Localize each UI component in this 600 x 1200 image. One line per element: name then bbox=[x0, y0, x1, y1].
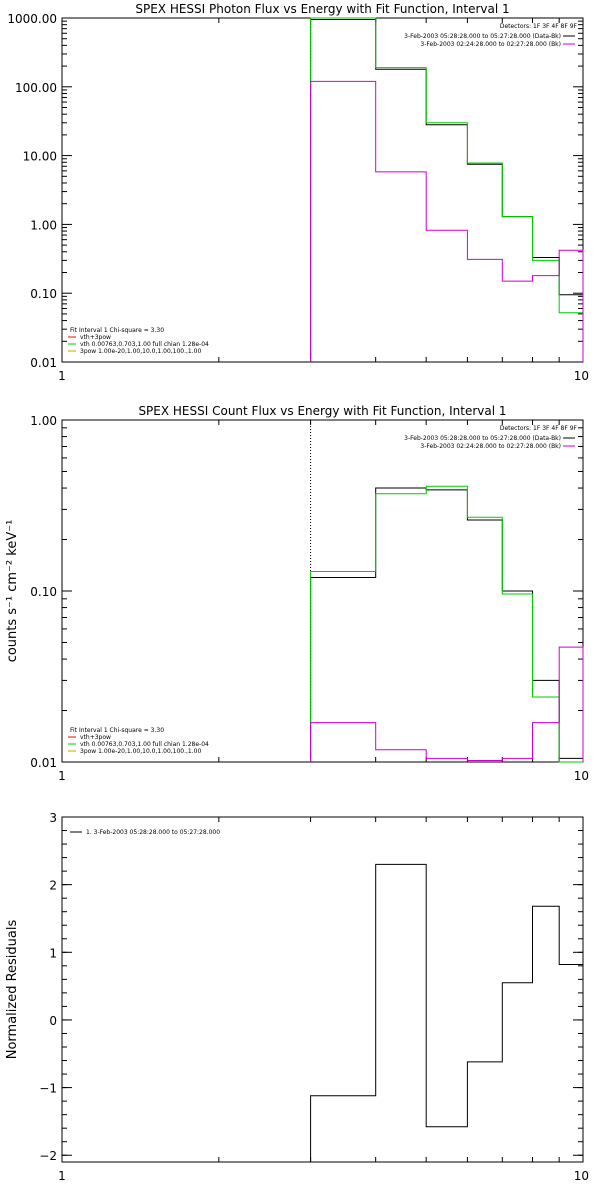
plot-frame bbox=[61, 816, 584, 1163]
legend-entry: vth+3pow bbox=[80, 334, 111, 341]
y-tick-label: 2 bbox=[49, 879, 57, 893]
legend-entry: 3-Feb-2003 05:28:28.000 to 05:27:28.000 … bbox=[404, 33, 561, 40]
series-step-line-3 bbox=[310, 80, 584, 362]
y-tick-label: −1 bbox=[39, 1082, 57, 1096]
y-tick-label: 0.01 bbox=[30, 756, 57, 770]
y-tick-label: 1.00 bbox=[30, 218, 57, 232]
y-tick-label: 3 bbox=[49, 811, 57, 825]
y-axis-label: counts s⁻¹ cm⁻² keV⁻¹ bbox=[5, 520, 20, 663]
chart-title: SPEX HESSI Photon Flux vs Energy with Fi… bbox=[135, 2, 509, 16]
y-tick-label: 0 bbox=[49, 1014, 57, 1028]
chart-title: SPEX HESSI Count Flux vs Energy with Fit… bbox=[138, 404, 506, 418]
chart-panel-2: SPEX HESSI Count Flux vs Energy with Fit… bbox=[5, 404, 589, 783]
detectors-label: Detectors: 1F 3F 4F 8F 9F bbox=[500, 23, 578, 30]
legend-entry: vth 0.00763,0.703,1.00 full chian 1.28e-… bbox=[80, 741, 209, 748]
legend-entry: 1. 3-Feb-2003 05:28:28.000 to 05:27:28.0… bbox=[86, 829, 220, 836]
x-tick-label: 1 bbox=[58, 1169, 66, 1183]
legend-entry: 3pow 1.00e-20,1.00,10.0,1.00,100.,1.00 bbox=[80, 748, 201, 755]
x-tick-label: 10 bbox=[574, 1169, 589, 1183]
y-axis-label: Normalized Residuals bbox=[5, 920, 20, 1060]
series-step-line-2 bbox=[310, 17, 584, 362]
legend-entry: vth 0.00763,0.703,1.00 full chian 1.28e-… bbox=[80, 341, 209, 348]
y-tick-label: 1.00 bbox=[30, 414, 57, 428]
series-step-line-2 bbox=[310, 485, 583, 763]
x-tick-label: 1 bbox=[58, 769, 66, 783]
legend-entry: Fit Interval 1 Chi-square = 3.30 bbox=[70, 727, 164, 734]
legend-entry: Fit Interval 1 Chi-square = 3.30 bbox=[70, 327, 164, 334]
legend-entry: 3-Feb-2003 05:28:28.000 to 05:27:28.000 … bbox=[404, 435, 561, 442]
x-tick-label: 10 bbox=[574, 769, 589, 783]
legend-entry: vth+3pow bbox=[80, 734, 111, 741]
y-tick-label: 1 bbox=[49, 946, 57, 960]
x-tick-label: 1 bbox=[58, 369, 66, 383]
legend-entry: 3-Feb-2003 02:24:28.000 to 02:27:28.000 … bbox=[420, 443, 561, 450]
plot-frame bbox=[61, 17, 584, 363]
y-tick-label: 0.10 bbox=[30, 287, 57, 301]
legend-entry: 3-Feb-2003 02:24:28.000 to 02:27:28.000 … bbox=[420, 41, 561, 48]
chart-panel-1: SPEX HESSI Photon Flux vs Energy with Fi… bbox=[7, 2, 589, 383]
detectors-label: Detectors: 1F 3F 4F 8F 9F bbox=[500, 425, 578, 432]
x-tick-label: 10 bbox=[574, 369, 589, 383]
series-step-line-3 bbox=[310, 646, 584, 762]
series-step-line-1 bbox=[310, 19, 584, 362]
y-tick-label: 10.00 bbox=[23, 150, 57, 164]
y-tick-label: 0.01 bbox=[30, 356, 57, 370]
y-tick-label: 1000.00 bbox=[7, 12, 57, 26]
y-tick-label: −2 bbox=[39, 1149, 57, 1163]
series-step-line-1 bbox=[310, 863, 584, 1162]
y-tick-label: 0.10 bbox=[30, 585, 57, 599]
y-tick-label: 100.00 bbox=[15, 81, 57, 95]
series-step-line-1 bbox=[310, 487, 584, 762]
legend-entry: 3pow 1.00e-20,1.00,10.0,1.00,100.,1.00 bbox=[80, 348, 201, 355]
